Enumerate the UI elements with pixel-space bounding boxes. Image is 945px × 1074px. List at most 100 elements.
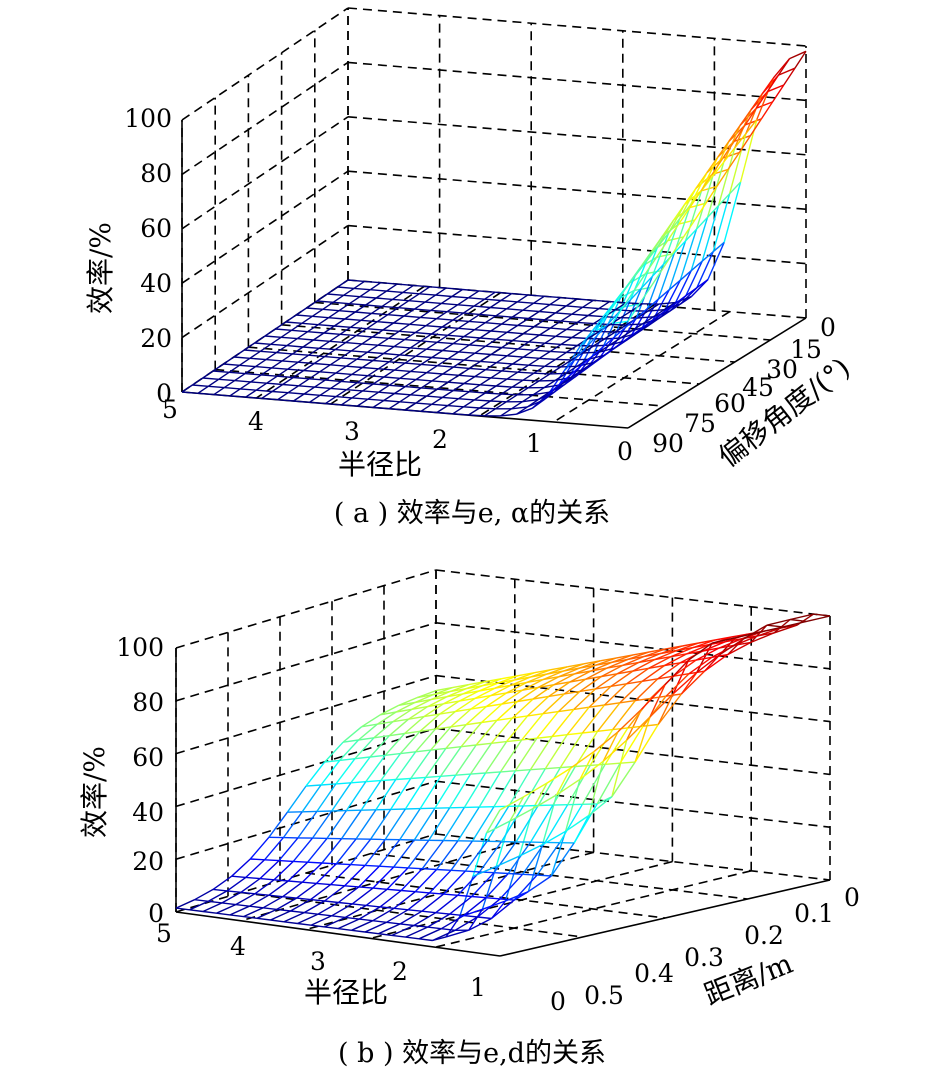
b-mesh-line xyxy=(589,704,605,708)
b-mesh-line xyxy=(515,805,539,843)
a-mesh-line xyxy=(430,309,448,313)
a-mesh-line xyxy=(373,406,390,410)
b-mesh-line xyxy=(657,675,674,680)
a-mesh-line xyxy=(685,287,698,297)
b-mesh-line xyxy=(304,911,318,915)
a-mesh-line xyxy=(420,410,437,414)
a-mesh-line xyxy=(464,359,481,363)
a-mesh-line xyxy=(480,384,497,387)
a-ytick-75: 75 xyxy=(684,409,716,438)
a-mesh-line xyxy=(539,327,551,336)
a-mesh-line xyxy=(490,347,503,356)
a-mesh-line xyxy=(565,298,578,307)
a-mesh-line xyxy=(679,270,692,281)
a-xtick-3: 3 xyxy=(344,417,360,446)
b-grid-floor xyxy=(240,891,583,938)
b-mesh-line xyxy=(670,646,694,658)
a-mesh-line xyxy=(457,297,469,306)
a-mesh-line xyxy=(511,406,528,410)
a-mesh-line xyxy=(649,270,662,288)
a-mesh-line xyxy=(291,329,308,333)
a-mesh-line xyxy=(367,351,384,355)
b-mesh-line xyxy=(450,724,467,728)
b-mesh-line xyxy=(352,903,367,907)
b-mesh-line xyxy=(493,770,517,808)
b-mesh-line xyxy=(454,916,478,931)
b-mesh-line xyxy=(418,938,433,942)
a-mesh-line xyxy=(739,109,752,126)
b-mesh-line xyxy=(273,860,294,881)
a-mesh-line xyxy=(717,193,731,207)
a-mesh-line xyxy=(255,382,268,391)
b-mesh-line xyxy=(471,872,495,897)
a-mesh-line xyxy=(240,388,257,391)
a-mesh-line xyxy=(378,384,390,393)
a-mesh-line xyxy=(706,205,720,218)
b-mesh-line xyxy=(427,696,448,708)
a-mesh-line xyxy=(755,91,768,109)
a-mesh-line xyxy=(484,315,497,324)
a-mesh-line xyxy=(393,339,406,348)
b-mesh-line xyxy=(358,906,381,920)
a-mesh-line xyxy=(745,93,763,134)
b-mesh-line xyxy=(249,836,270,860)
a-mesh-line xyxy=(442,373,459,376)
b-mesh-line xyxy=(330,883,345,887)
a-mesh-line xyxy=(539,350,551,359)
a-mesh-line xyxy=(292,346,304,355)
a-mesh-line xyxy=(229,395,246,398)
a-mesh-line xyxy=(452,406,464,415)
a-mesh-line xyxy=(468,297,485,300)
a-mesh-line xyxy=(338,303,350,312)
b-mesh-line xyxy=(432,929,456,942)
a-mesh-line xyxy=(442,349,459,353)
b-mesh-line xyxy=(259,860,280,880)
a-mesh-line xyxy=(301,322,319,326)
a-mesh-line xyxy=(745,118,758,135)
b-mesh-line xyxy=(521,713,544,741)
b-mesh-line xyxy=(501,700,518,705)
a-mesh-line xyxy=(656,232,670,248)
a-mesh-line xyxy=(614,324,627,333)
b-mesh-line xyxy=(310,915,332,926)
a-mesh-line xyxy=(244,366,256,375)
b-mesh-line xyxy=(695,647,720,661)
b-mesh-line xyxy=(446,688,467,698)
b-grid-hline xyxy=(175,569,437,649)
b-mesh-line xyxy=(194,899,209,902)
a-mesh-line xyxy=(690,172,708,205)
b-mesh-line xyxy=(806,615,831,623)
a-mesh-line xyxy=(772,84,785,103)
b-mesh-line xyxy=(490,900,506,919)
b-mesh-line xyxy=(276,908,291,912)
a-mesh-line xyxy=(469,337,481,346)
b-mesh-line xyxy=(588,685,612,708)
a-mesh-line xyxy=(282,383,299,387)
b-mesh-line xyxy=(245,859,266,878)
b-mesh-line xyxy=(474,687,496,700)
b-mesh-line xyxy=(711,637,736,644)
a-mesh-line xyxy=(381,305,399,309)
a-mesh-line xyxy=(506,371,519,380)
b-xtick-1: 1 xyxy=(470,973,486,1002)
a-mesh-line xyxy=(506,348,519,357)
b-mesh-line xyxy=(414,693,434,704)
a-mesh-line xyxy=(325,379,342,383)
b-mesh-line xyxy=(465,705,487,726)
a-mesh-line xyxy=(695,216,709,230)
b-mesh-line xyxy=(393,891,416,909)
b-mesh-line xyxy=(634,724,659,763)
a-mesh-line xyxy=(249,350,261,359)
a-mesh-line xyxy=(276,345,288,354)
a-mesh-line xyxy=(392,298,409,302)
a-mesh-line xyxy=(308,347,320,356)
panel-a: 100 80 60 40 20 0 5 4 3 2 1 0 0 15 30 45… xyxy=(84,7,856,529)
a-mesh-line xyxy=(404,332,416,341)
a-mesh-line xyxy=(468,407,480,416)
a-mesh-line xyxy=(587,308,600,317)
a-mesh-line xyxy=(255,359,267,368)
a-mesh-line xyxy=(394,386,406,395)
b-mesh-line xyxy=(268,880,289,896)
a-mesh-line xyxy=(453,359,465,368)
a-mesh-line xyxy=(580,334,598,366)
